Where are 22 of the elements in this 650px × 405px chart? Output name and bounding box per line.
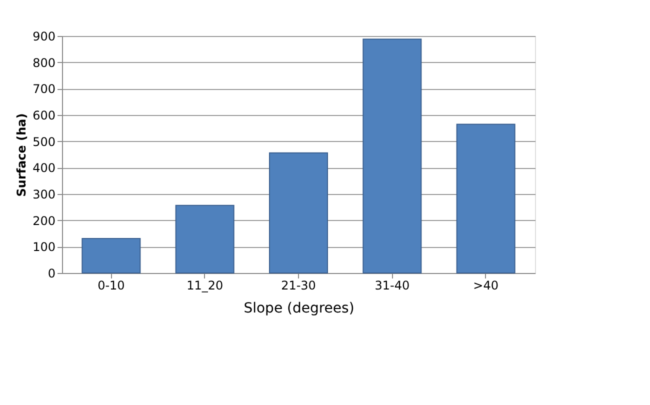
y-tick-label: 400 bbox=[32, 161, 56, 176]
x-tick-label: 21-30 bbox=[281, 278, 316, 292]
bar bbox=[269, 152, 328, 274]
x-tick-label: 31-40 bbox=[374, 278, 410, 292]
y-axis-title: Surface (ha) bbox=[14, 113, 29, 197]
bar bbox=[175, 204, 234, 274]
y-tick-label: 200 bbox=[32, 214, 56, 228]
bar bbox=[82, 238, 141, 274]
y-tick-label: 300 bbox=[32, 188, 56, 202]
bar bbox=[362, 38, 422, 274]
y-tick-label: 600 bbox=[32, 108, 56, 122]
y-tick-label: 700 bbox=[32, 82, 56, 96]
y-tick-label: 800 bbox=[32, 56, 56, 70]
y-tick-label: 0 bbox=[48, 266, 56, 280]
x-tick-label: >40 bbox=[473, 278, 498, 292]
y-tick-label: 500 bbox=[32, 134, 56, 149]
x-tick-label: 11_20 bbox=[186, 278, 224, 292]
bar bbox=[456, 124, 516, 274]
y-tick-label: 900 bbox=[32, 30, 56, 44]
x-tick-label: 0-10 bbox=[98, 278, 125, 292]
y-tick-label: 100 bbox=[32, 240, 56, 254]
x-axis-title: Slope (degrees) bbox=[244, 300, 354, 316]
